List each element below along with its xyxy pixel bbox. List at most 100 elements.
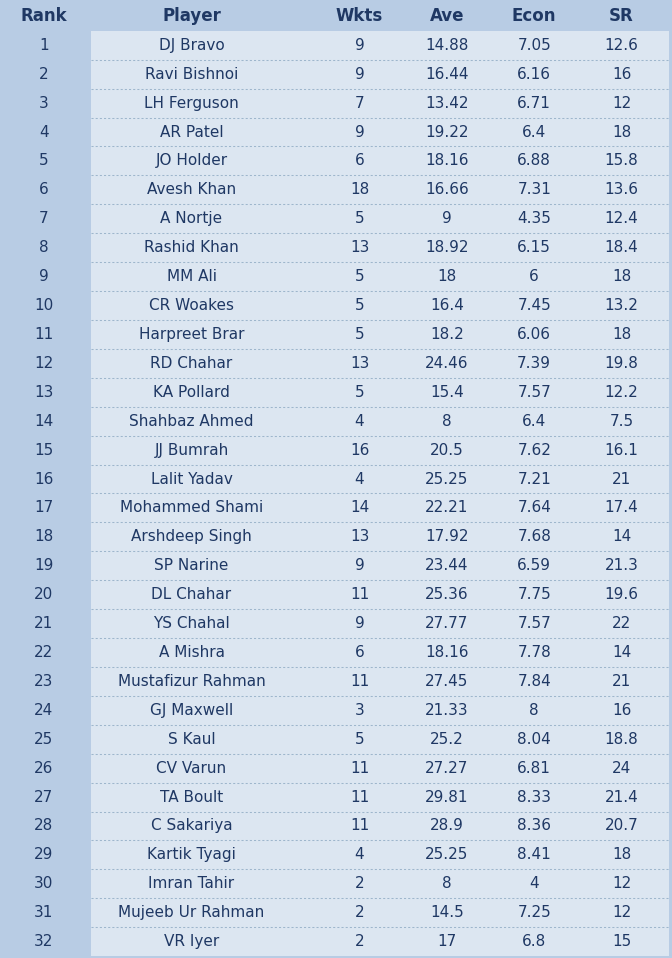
Text: 7.68: 7.68 bbox=[517, 530, 551, 544]
Text: 25.25: 25.25 bbox=[425, 848, 468, 862]
Text: 5: 5 bbox=[355, 327, 364, 342]
Text: 5: 5 bbox=[355, 212, 364, 226]
Text: 18: 18 bbox=[350, 182, 369, 197]
Bar bbox=[91, 377, 669, 407]
Text: 4: 4 bbox=[39, 125, 48, 140]
Text: 22: 22 bbox=[34, 645, 53, 660]
Text: Harpreet Brar: Harpreet Brar bbox=[139, 327, 244, 342]
Text: 15: 15 bbox=[612, 934, 631, 949]
Text: 15: 15 bbox=[34, 443, 53, 458]
Text: 9: 9 bbox=[355, 616, 364, 631]
Text: Kartik Tyagi: Kartik Tyagi bbox=[147, 848, 236, 862]
Text: 27.77: 27.77 bbox=[425, 616, 468, 631]
Bar bbox=[91, 349, 669, 377]
Bar bbox=[91, 696, 669, 725]
Text: 18.2: 18.2 bbox=[430, 327, 464, 342]
Text: 20: 20 bbox=[34, 587, 53, 603]
Text: Rank: Rank bbox=[20, 8, 67, 25]
Text: 7.39: 7.39 bbox=[517, 355, 551, 371]
Text: 23.44: 23.44 bbox=[425, 559, 468, 573]
Text: 16: 16 bbox=[612, 67, 631, 81]
Text: 9: 9 bbox=[355, 125, 364, 140]
Text: 7.75: 7.75 bbox=[517, 587, 551, 603]
Text: A Nortje: A Nortje bbox=[161, 212, 222, 226]
Bar bbox=[91, 204, 669, 233]
Text: 19: 19 bbox=[34, 559, 53, 573]
Text: 5: 5 bbox=[355, 385, 364, 399]
Bar bbox=[91, 118, 669, 147]
Text: 21: 21 bbox=[612, 471, 631, 487]
Text: 11: 11 bbox=[350, 761, 369, 776]
Text: Mujeeb Ur Rahman: Mujeeb Ur Rahman bbox=[118, 905, 265, 921]
Text: 4: 4 bbox=[355, 471, 364, 487]
Text: 16: 16 bbox=[612, 703, 631, 718]
Text: Ravi Bishnoi: Ravi Bishnoi bbox=[145, 67, 238, 81]
Text: 21.4: 21.4 bbox=[605, 789, 638, 805]
Text: 13.42: 13.42 bbox=[425, 96, 468, 110]
Text: 8.04: 8.04 bbox=[517, 732, 551, 746]
Text: 6: 6 bbox=[530, 269, 539, 285]
Text: GJ Maxwell: GJ Maxwell bbox=[150, 703, 233, 718]
Text: 6: 6 bbox=[39, 182, 48, 197]
Text: 7.84: 7.84 bbox=[517, 673, 551, 689]
Text: 5: 5 bbox=[355, 269, 364, 285]
Text: 18: 18 bbox=[437, 269, 456, 285]
Text: 28.9: 28.9 bbox=[430, 818, 464, 833]
Text: 6.8: 6.8 bbox=[522, 934, 546, 949]
Text: 7.64: 7.64 bbox=[517, 500, 551, 515]
Text: 3: 3 bbox=[39, 96, 48, 110]
Text: 26: 26 bbox=[34, 761, 53, 776]
Text: 25.25: 25.25 bbox=[425, 471, 468, 487]
Text: 2: 2 bbox=[39, 67, 48, 81]
Bar bbox=[91, 638, 669, 667]
Text: 13: 13 bbox=[34, 385, 53, 399]
Text: 6.81: 6.81 bbox=[517, 761, 551, 776]
Text: 12: 12 bbox=[612, 96, 631, 110]
Text: DJ Bravo: DJ Bravo bbox=[159, 37, 224, 53]
Text: 6.59: 6.59 bbox=[517, 559, 551, 573]
Text: 25: 25 bbox=[34, 732, 53, 746]
Text: 7: 7 bbox=[39, 212, 48, 226]
Text: MM Ali: MM Ali bbox=[167, 269, 216, 285]
Text: AR Patel: AR Patel bbox=[160, 125, 223, 140]
Text: 19.6: 19.6 bbox=[605, 587, 638, 603]
Bar bbox=[91, 465, 669, 493]
Text: CR Woakes: CR Woakes bbox=[149, 298, 234, 313]
Text: C Sakariya: C Sakariya bbox=[151, 818, 233, 833]
Bar bbox=[91, 291, 669, 320]
Bar bbox=[91, 927, 669, 956]
Text: 6.88: 6.88 bbox=[517, 153, 551, 169]
Bar bbox=[91, 899, 669, 927]
Text: JO Holder: JO Holder bbox=[155, 153, 228, 169]
Text: 1: 1 bbox=[39, 37, 48, 53]
Text: YS Chahal: YS Chahal bbox=[153, 616, 230, 631]
Text: 25.2: 25.2 bbox=[430, 732, 464, 746]
Text: 3: 3 bbox=[355, 703, 364, 718]
Text: 18: 18 bbox=[612, 848, 631, 862]
Text: 18: 18 bbox=[612, 125, 631, 140]
Text: Arshdeep Singh: Arshdeep Singh bbox=[131, 530, 252, 544]
Bar bbox=[91, 725, 669, 754]
Text: 14: 14 bbox=[612, 645, 631, 660]
Text: 7.21: 7.21 bbox=[517, 471, 551, 487]
Text: 24: 24 bbox=[34, 703, 53, 718]
Bar bbox=[91, 783, 669, 811]
Bar bbox=[3, 2, 669, 31]
Text: 2: 2 bbox=[355, 877, 364, 891]
Bar bbox=[91, 31, 669, 59]
Bar bbox=[91, 89, 669, 118]
Text: Mustafizur Rahman: Mustafizur Rahman bbox=[118, 673, 265, 689]
Text: 21.3: 21.3 bbox=[605, 559, 638, 573]
Text: 12: 12 bbox=[612, 905, 631, 921]
Text: 14.88: 14.88 bbox=[425, 37, 468, 53]
Text: 5: 5 bbox=[355, 732, 364, 746]
Text: 9: 9 bbox=[355, 67, 364, 81]
Text: LH Ferguson: LH Ferguson bbox=[144, 96, 239, 110]
Text: 12.2: 12.2 bbox=[605, 385, 638, 399]
Text: 21: 21 bbox=[34, 616, 53, 631]
Text: 16.4: 16.4 bbox=[430, 298, 464, 313]
Text: 7.57: 7.57 bbox=[517, 385, 551, 399]
Text: 29: 29 bbox=[34, 848, 53, 862]
Bar bbox=[91, 609, 669, 638]
Text: 16.1: 16.1 bbox=[605, 443, 638, 458]
